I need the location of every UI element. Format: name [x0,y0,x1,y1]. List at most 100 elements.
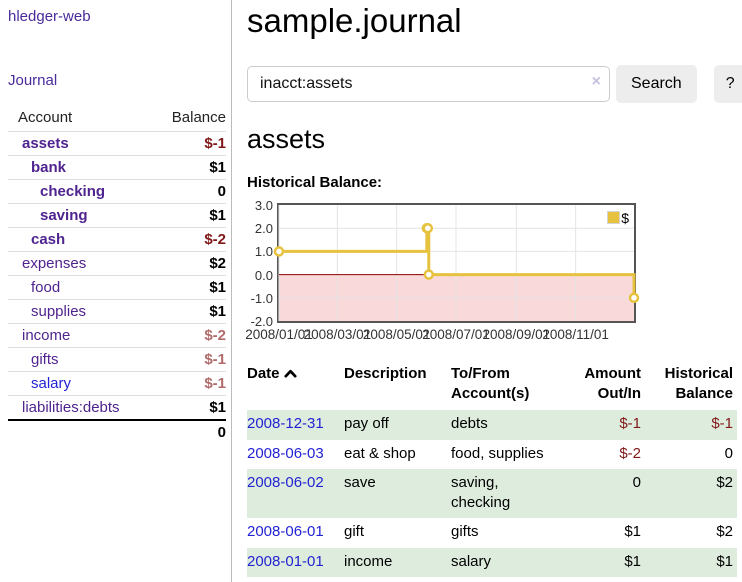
search-button[interactable]: Search [616,64,697,103]
account-link-salary[interactable]: salary [31,375,72,392]
transaction-balance: 0 [724,444,733,462]
chart-title: Historical Balance: [247,173,383,191]
account-link-supplies[interactable]: supplies [31,303,87,320]
chart-y-axis: 3.0 2.0 1.0 0.0 -1.0 -2.0 [247,198,273,329]
account-link-checking[interactable]: checking [40,183,106,200]
x-tick-label: 2008/09/01 [482,326,551,342]
y-tick-label: 3.0 [254,197,273,213]
transaction-amount: $1 [624,523,641,541]
transaction-date-link[interactable]: 2008-12-31 [247,415,324,433]
accounts-total-row: 0 [8,419,226,444]
transaction-balance: $2 [716,473,733,491]
account-link-bank[interactable]: bank [31,159,67,176]
register-table: Date Description To/From Account(s) Amou… [247,362,737,577]
account-row: income $-2 [8,323,226,348]
chart-legend: $ [607,210,629,226]
x-tick-label: 2008/01/01 [245,326,313,342]
sidebar-item-journal[interactable]: Journal [8,72,58,89]
legend-swatch-icon [607,211,621,225]
register-header-row: Date Description To/From Account(s) Amou… [247,362,737,411]
account-balance: $1 [154,299,226,324]
account-balance: $1 [154,395,226,420]
chart-plot-area: $ [273,202,640,323]
register-header-tofrom: To/From Account(s) [451,364,530,403]
historical-balance-chart: 3.0 2.0 1.0 0.0 -1.0 -2.0 $ 2008/01/01 2008/03… [245,198,742,345]
help-button[interactable]: ? [713,64,742,103]
account-link-gifts[interactable]: gifts [31,351,59,368]
x-tick-label: 2008/07/01 [422,326,490,342]
x-tick-label: 2008/03/01 [303,326,372,342]
x-tick-label: 2008/11/01 [542,326,609,342]
transaction-date-link[interactable]: 2008-01-01 [247,552,324,570]
account-row: expenses $2 [8,251,226,276]
account-link-food[interactable]: food [31,279,61,296]
transaction-amount: $-1 [619,415,641,433]
account-link-cash[interactable]: cash [31,231,66,248]
register-row[interactable]: 2008-06-03 eat & shop food, supplies $-2… [247,440,737,469]
transaction-accounts: saving, checking [451,473,511,512]
transaction-amount: $1 [624,552,641,570]
transaction-balance: $1 [716,552,733,570]
accounts-header-account: Account [18,109,73,126]
page-title: sample.journal [247,2,462,39]
transaction-description: eat & shop [344,444,416,462]
register-header-date[interactable]: Date [247,362,344,411]
account-row: food $1 [8,275,226,300]
accounts-header-balance: Balance [171,109,226,126]
legend-label: $ [621,209,629,226]
account-row: supplies $1 [8,299,226,324]
register-row[interactable]: 2008-12-31 pay off debts $-1 $-1 [247,410,737,440]
account-link-expenses[interactable]: expenses [22,255,87,272]
account-heading: assets [247,123,326,154]
account-balance: 0 [154,179,226,204]
register-row[interactable]: 2008-06-02 save saving, checking 0 $2 [247,468,737,519]
account-balance: $-1 [154,131,226,156]
account-row: gifts $-1 [8,347,226,372]
transaction-description: gift [344,523,365,541]
account-balance: $1 [154,275,226,300]
transaction-date-link[interactable]: 2008-06-03 [247,444,324,462]
account-row: salary $-1 [8,371,226,396]
transaction-description: pay off [344,415,389,433]
account-link-saving[interactable]: saving [40,207,88,224]
account-row: assets $-1 [8,131,226,156]
y-tick-label: -1.0 [250,290,273,306]
account-row: bank $1 [8,155,226,180]
register-header-description: Description [344,364,427,382]
account-balance: $1 [154,155,226,180]
account-balance: $-1 [154,371,226,396]
transaction-accounts: debts [451,415,488,433]
transaction-description: save [344,473,376,491]
account-link-assets[interactable]: assets [22,135,69,152]
sidebar: hledger-web Journal Account Balance asse… [0,0,232,582]
register-header-date-label: Date [247,364,280,382]
account-balance: $-2 [154,323,226,348]
transaction-accounts: food, supplies [451,444,544,462]
account-row: cash $-2 [8,227,226,252]
y-tick-label: -2.0 [250,313,273,329]
account-balance: $1 [154,203,226,228]
y-tick-label: 1.0 [254,244,273,260]
transaction-balance: $-1 [711,415,733,433]
y-tick-label: 2.0 [254,221,273,237]
account-link-income[interactable]: income [22,327,71,344]
main-content: sample.journal × Search ? assets Histori… [232,0,742,582]
search-form: × Search ? [247,64,742,103]
transaction-amount: 0 [632,473,641,491]
app-brand-link[interactable]: hledger-web [8,8,91,25]
sort-ascending-icon [283,365,297,382]
account-balance: $2 [154,251,226,276]
transaction-accounts: salary [451,552,492,570]
register-row[interactable]: 2008-01-01 income salary $1 $1 [247,547,737,577]
account-row: saving $1 [8,203,226,228]
register-row[interactable]: 2008-06-01 gift gifts $1 $2 [247,518,737,547]
accounts-table: Account Balance assets $-1 bank $1 check… [8,105,226,444]
account-link-liabilities-debts[interactable]: liabilities:debts [22,399,120,416]
accounts-total-value: 0 [154,419,226,444]
register-header-amount: Amount Out/In [584,364,641,403]
search-input[interactable] [247,65,610,102]
transaction-date-link[interactable]: 2008-06-02 [247,473,324,491]
transaction-date-link[interactable]: 2008-06-01 [247,523,324,541]
chart-x-axis: 2008/01/01 2008/03/01 2008/05/01 2008/07/01… [245,326,638,345]
clear-search-icon[interactable]: × [591,72,601,90]
